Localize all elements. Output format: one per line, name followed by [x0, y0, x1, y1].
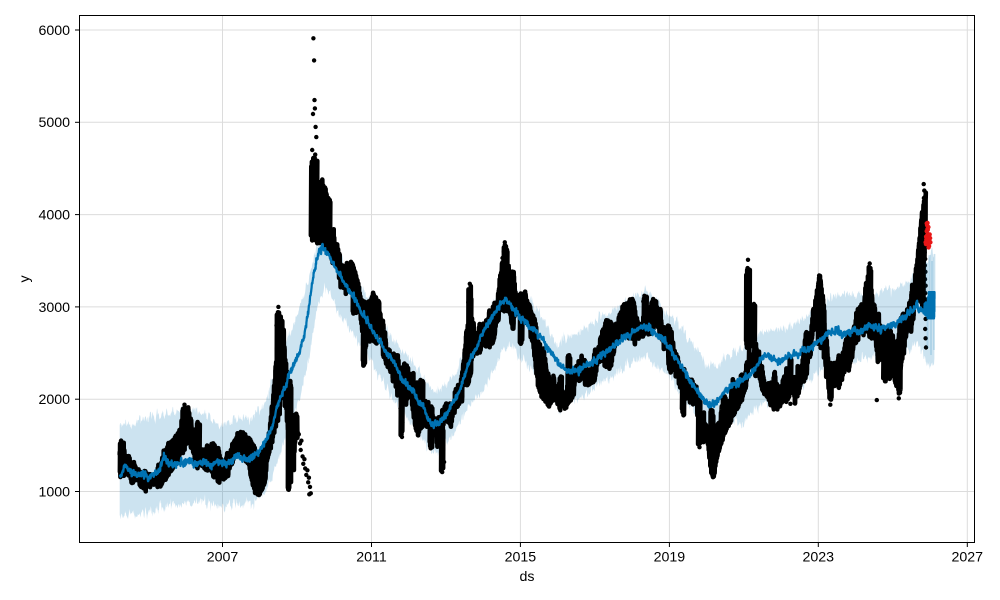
svg-text:3000: 3000 — [38, 300, 70, 316]
svg-text:6000: 6000 — [38, 23, 70, 39]
svg-text:4000: 4000 — [38, 208, 70, 224]
svg-text:1000: 1000 — [38, 484, 70, 500]
svg-text:2023: 2023 — [803, 550, 835, 566]
svg-text:2015: 2015 — [505, 550, 537, 566]
svg-text:2019: 2019 — [654, 550, 686, 566]
svg-text:ds: ds — [520, 569, 535, 585]
svg-text:2027: 2027 — [952, 550, 984, 566]
svg-text:y: y — [17, 275, 33, 283]
svg-text:2007: 2007 — [207, 550, 239, 566]
svg-text:2000: 2000 — [38, 392, 70, 408]
svg-text:5000: 5000 — [38, 115, 70, 131]
svg-text:2011: 2011 — [356, 550, 387, 566]
